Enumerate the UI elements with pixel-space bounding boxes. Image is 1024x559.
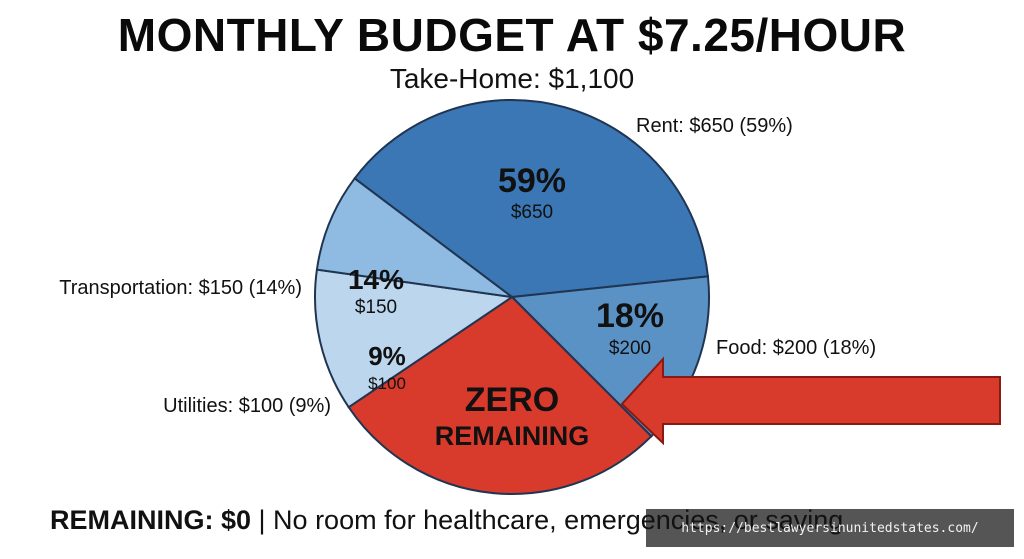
slice-transportation [315, 177, 516, 299]
watermark-url: https://bestlawyersinunitedstates.com/ [646, 509, 1014, 547]
pct-food: 18% [596, 297, 664, 335]
amount-rent: $650 [511, 202, 553, 223]
chart-subtitle: Take-Home: $1,100 [389, 63, 635, 94]
amount-transportation: $150 [355, 297, 397, 318]
label-utilities: Utilities: $100 (9%) [163, 395, 331, 417]
slice-zero [347, 295, 653, 495]
chart-title: MONTHLY BUDGET AT $7.25/HOUR [117, 9, 907, 61]
amount-utilities: $100 [368, 374, 406, 393]
label-rent: Rent: $650 (59%) [636, 115, 793, 137]
zero-label: ZERO [465, 381, 559, 419]
arrow-pointer [620, 356, 1001, 446]
remaining-label: REMAINING [435, 421, 590, 451]
amount-food: $200 [609, 338, 651, 359]
slice-utilities [314, 268, 515, 409]
pie-slices [314, 99, 710, 495]
footer-remaining: REMAINING: $0 [50, 505, 252, 535]
label-food: Food: $200 (18%) [716, 337, 876, 359]
pct-transportation: 14% [348, 264, 404, 295]
slice-rent [353, 99, 710, 299]
label-transportation: Transportation: $150 (14%) [59, 277, 302, 299]
pct-rent: 59% [498, 162, 566, 200]
pct-utilities: 9% [368, 341, 406, 371]
